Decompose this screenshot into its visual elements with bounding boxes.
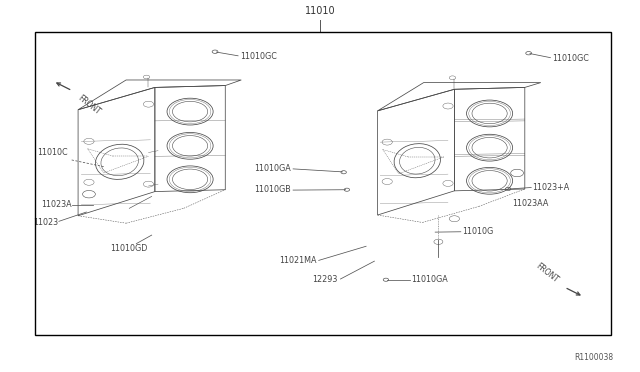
Text: 11010GB: 11010GB	[255, 185, 291, 194]
Text: 11010GA: 11010GA	[255, 164, 291, 173]
Text: 11010GD: 11010GD	[110, 244, 147, 253]
Text: 11010GC: 11010GC	[552, 54, 589, 63]
Bar	[35, 32, 611, 335]
Text: 11023: 11023	[33, 218, 58, 227]
Text: 11023AA: 11023AA	[512, 199, 548, 208]
Text: 11023A: 11023A	[42, 200, 72, 209]
Text: 11010G: 11010G	[462, 227, 493, 236]
Text: 11010: 11010	[305, 6, 335, 16]
Text: 11023+A: 11023+A	[532, 183, 570, 192]
Text: R1100038: R1100038	[574, 353, 613, 362]
Text: 12293: 12293	[312, 275, 338, 284]
Text: 11010C: 11010C	[37, 148, 68, 157]
Text: 11010GC: 11010GC	[240, 52, 277, 61]
Text: FRONT: FRONT	[534, 261, 560, 284]
Text: 11010GA: 11010GA	[412, 275, 448, 284]
Text: 11021MA: 11021MA	[279, 256, 317, 265]
Text: FRONT: FRONT	[76, 94, 102, 117]
